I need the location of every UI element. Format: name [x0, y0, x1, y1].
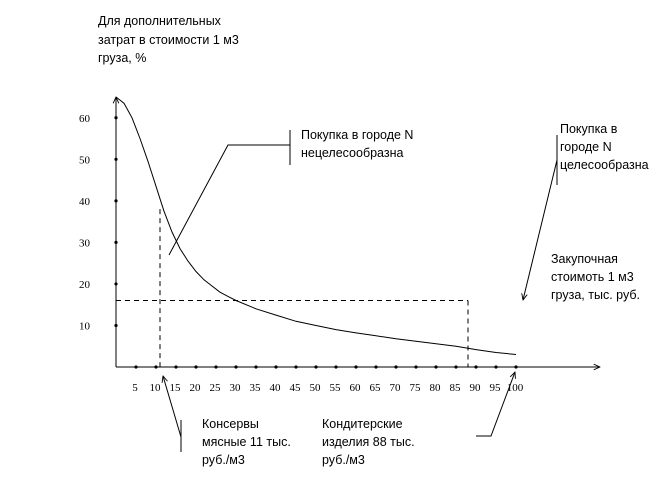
annotation-advisable-arrow — [523, 159, 558, 300]
y-tick-mark — [114, 323, 118, 328]
y-tick-mark — [114, 116, 118, 120]
x-tick-label: 55 — [330, 382, 342, 394]
x-tick-mark — [394, 365, 398, 369]
x-tick-mark — [334, 365, 338, 369]
x-tick-label: 5 — [132, 382, 138, 394]
x-ticks: 5 10 15 20 25 30 35 40 45 50 55 60 65 70 75 80 85 90 95 100 — [132, 365, 524, 394]
y-axis-label: Для дополнительных затрат в стоимости 1 … — [98, 14, 242, 65]
x-tick-mark — [154, 365, 158, 369]
x-tick-label: 25 — [210, 382, 222, 394]
y-tick-mark — [114, 240, 118, 244]
x-tick-label: 70 — [390, 382, 402, 394]
cost-curve — [115, 96, 517, 355]
x-tick-label: 80 — [430, 382, 442, 394]
x-tick-label: 30 — [230, 382, 242, 394]
x-tick-mark — [514, 365, 518, 369]
x-tick-label: 75 — [410, 382, 422, 394]
x-tick-label: 40 — [270, 382, 282, 394]
x-tick-label: 60 — [350, 382, 362, 394]
x-tick-mark — [494, 365, 498, 369]
x-tick-mark — [214, 365, 218, 369]
y-tick-label: 30 — [79, 237, 91, 249]
x-tick-mark — [454, 365, 458, 369]
x-tick-mark — [434, 365, 438, 369]
x-tick-label: 85 — [450, 382, 462, 394]
x-tick-mark — [174, 365, 178, 369]
x-tick-mark — [134, 365, 138, 369]
annotation-advisable: Покупка в городе N целесообразна — [560, 122, 649, 172]
annotation-not-advisable: Покупка в городе N нецелесообразна — [301, 128, 417, 160]
y-tick-label: 40 — [79, 196, 91, 208]
x-tick-mark — [414, 365, 418, 369]
annotation-canned-meat: Консервы мясные 11 тыс. руб./м3 — [202, 417, 294, 467]
x-axis-label: Закупочная стоимоть 1 м3 груза, тыс. руб… — [551, 252, 640, 302]
x-tick-mark — [254, 365, 258, 369]
x-tick-label: 10 — [150, 382, 162, 394]
x-tick-label: 50 — [310, 382, 322, 394]
reference-lines — [116, 209, 469, 367]
x-tick-label: 15 — [170, 382, 182, 394]
y-tick-label: 50 — [79, 154, 91, 166]
x-tick-mark — [234, 365, 238, 369]
annotation-not-advisable-pointer — [168, 144, 290, 256]
annotation-confectionery: Кондитерские изделия 88 тыс. руб./м3 — [322, 417, 418, 467]
x-tick-label: 65 — [370, 382, 382, 394]
y-tick-label: 10 — [79, 320, 91, 332]
x-tick-label: 90 — [470, 382, 482, 394]
x-tick-mark — [374, 365, 378, 369]
x-tick-label: 100 — [507, 382, 524, 394]
x-tick-label: 45 — [290, 382, 302, 394]
x-tick-label: 20 — [190, 382, 202, 394]
annotation-confectionery-pointer — [476, 372, 515, 437]
x-tick-mark — [194, 365, 198, 369]
x-tick-mark — [274, 365, 278, 369]
x-tick-mark — [354, 365, 358, 369]
y-tick-mark — [114, 157, 118, 161]
y-ticks: 10 20 30 40 50 60 — [79, 113, 118, 332]
y-tick-label: 60 — [79, 113, 91, 125]
y-tick-mark — [114, 282, 118, 286]
x-tick-label: 95 — [490, 382, 502, 394]
x-tick-mark — [474, 365, 478, 369]
x-tick-mark — [314, 365, 318, 369]
x-tick-mark — [294, 365, 298, 369]
y-tick-mark — [114, 199, 118, 203]
y-tick-label: 20 — [79, 279, 91, 291]
x-tick-label: 35 — [250, 382, 262, 394]
annotation-canned-meat-pointer — [163, 376, 182, 438]
